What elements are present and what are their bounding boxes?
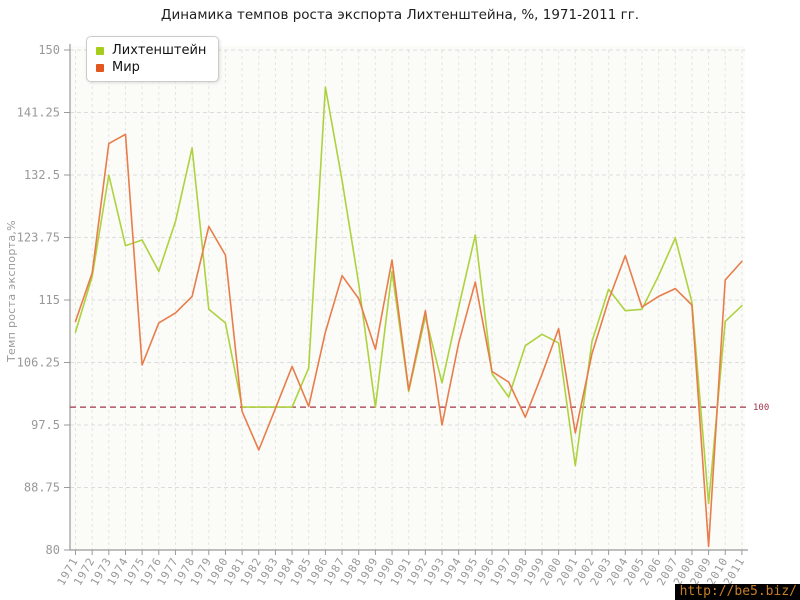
y-tick-label: 80	[46, 543, 60, 557]
legend-item-liechtenstein: Лихтенштейн	[96, 42, 206, 59]
legend-item-world: Мир	[96, 59, 206, 76]
y-tick-label: 132.5	[24, 168, 60, 182]
y-tick-label: 88.75	[24, 481, 60, 495]
legend-swatch-liechtenstein	[96, 46, 104, 55]
y-tick-label: 141.25	[17, 106, 60, 120]
chart-legend: Лихтенштейн Мир	[86, 36, 220, 82]
reference-line-label: 100	[753, 403, 769, 413]
legend-swatch-world	[96, 63, 104, 72]
series-line-world	[74, 133, 743, 548]
y-tick-label: 115	[38, 293, 60, 307]
series-line-liechtenstein	[74, 86, 743, 505]
chart-title: Динамика темпов роста экспорта Лихтенште…	[160, 7, 640, 23]
y-tick-label: 123.75	[17, 231, 60, 245]
plot-background	[70, 46, 745, 550]
y-tick-label: 106.25	[17, 356, 60, 370]
y-tick-label: 150	[38, 43, 60, 57]
legend-label-liechtenstein: Лихтенштейн	[112, 43, 207, 58]
watermark-link[interactable]: http://be5.biz/	[674, 584, 800, 600]
legend-label-world: Мир	[112, 60, 140, 75]
y-tick-label: 97.5	[31, 418, 60, 432]
